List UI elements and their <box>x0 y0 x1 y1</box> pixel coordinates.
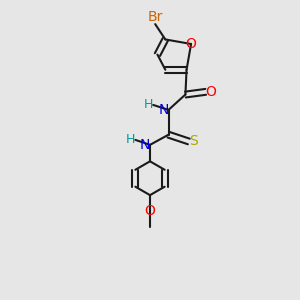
Text: N: N <box>158 103 169 117</box>
Text: S: S <box>189 134 198 148</box>
Text: H: H <box>144 98 153 111</box>
Text: H: H <box>126 134 135 146</box>
Text: O: O <box>186 37 196 51</box>
Text: N: N <box>140 138 150 152</box>
Text: Br: Br <box>148 10 163 24</box>
Text: O: O <box>206 85 217 99</box>
Text: O: O <box>145 204 155 218</box>
